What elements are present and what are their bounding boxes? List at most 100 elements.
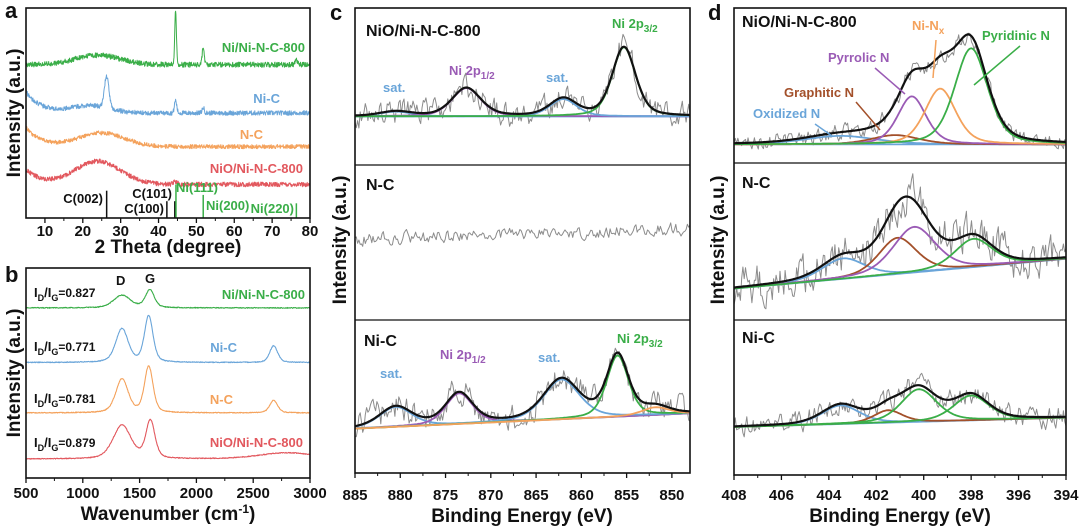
- fit-envelope-line: [734, 33, 1066, 145]
- id-ig-ratio-label: ID/IG=0.771: [34, 339, 96, 357]
- x-tick-label: 850: [659, 487, 684, 504]
- x-tick-label: 70: [264, 223, 281, 240]
- peak-label-sat: sat.: [546, 70, 568, 85]
- series-label: Ni/Ni-N-C-800: [222, 287, 305, 302]
- subplot-title: N-C: [366, 177, 395, 194]
- x-tick-label: 865: [524, 487, 549, 504]
- peak-label-ni-nx: Ni-Nx: [912, 18, 945, 37]
- y-axis-title-d: Intensity (a.u.): [708, 176, 729, 305]
- x-tick-label: 880: [388, 487, 413, 504]
- xrd-series-line: [25, 74, 311, 116]
- x-tick-label: 394: [1053, 487, 1079, 504]
- series-label: NiO/Ni-N-C-800: [210, 161, 303, 176]
- arrow-graphitic: [855, 101, 881, 131]
- fit-envelope-line: [354, 351, 690, 428]
- x-tick-label: 20: [74, 223, 91, 240]
- raw-spectrum-line: [354, 347, 691, 438]
- reference-label: Ni(220): [251, 201, 294, 216]
- y-axis-title-a: Intensity (a.u.): [4, 49, 25, 178]
- fit-envelope-line: [354, 45, 691, 117]
- peak-label-ni2p12: Ni 2p1/2: [449, 63, 495, 82]
- x-tick-label: 50: [188, 223, 205, 240]
- id-ig-ratio-label: ID/IG=0.879: [34, 435, 96, 453]
- reference-label: Ni(200): [206, 198, 249, 213]
- subplot-title: Ni-C: [742, 330, 775, 347]
- plot-frame: [25, 7, 311, 219]
- raman-series-line: [25, 418, 311, 460]
- plot-curves: [25, 10, 1067, 460]
- reference-label: C(101): [132, 186, 172, 201]
- subplot-title: NiO/Ni-N-C-800: [366, 23, 481, 40]
- x-tick-label: 40: [150, 223, 167, 240]
- id-ig-ratio-label: ID/IG=0.827: [34, 285, 96, 303]
- series-label: N-C: [210, 392, 234, 407]
- x-tick-label: 875: [433, 487, 458, 504]
- band-label-g: G: [145, 271, 155, 286]
- x-axis-title-c: Binding Energy (eV): [431, 506, 613, 527]
- peak-label-pyrrolic: Pyrrolic N: [828, 50, 889, 65]
- x-tick-label: 885: [342, 487, 367, 504]
- subplot-title: NiO/Ni-N-C-800: [742, 14, 857, 31]
- reference-label: C(002): [63, 191, 103, 206]
- raw-spectrum-line: [354, 222, 691, 247]
- series-label: N-C: [240, 127, 264, 142]
- plot-frames: 10 20 30 40 50 60 70 80 500 1000 1500 2000 2500 3000 8…: [13, 7, 1079, 504]
- series-label: Ni-C: [253, 91, 280, 106]
- fit-component-line: [733, 237, 1067, 290]
- raman-series-line: [25, 288, 311, 309]
- x-tick-label: 3000: [293, 485, 326, 502]
- peak-label-ni2p32: Ni 2p3/2: [612, 16, 658, 35]
- x-tick-label: 400: [911, 487, 936, 504]
- peak-label-ni2p32: Ni 2p3/2: [617, 331, 663, 350]
- peak-label-sat: sat.: [383, 80, 405, 95]
- x-tick-label: 398: [959, 487, 984, 504]
- panel-letter-b: b: [5, 262, 18, 287]
- x-tick-label: 870: [478, 487, 503, 504]
- x-tick-label: 404: [816, 487, 842, 504]
- xrd-series-line: [25, 10, 311, 68]
- x-tick-label: 402: [864, 487, 889, 504]
- annotation-arrows: [814, 39, 1021, 137]
- plot-frame: [354, 7, 691, 474]
- x-tick-label: 60: [226, 223, 243, 240]
- subplot-title: N-C: [742, 175, 771, 192]
- peak-label-sat: sat.: [538, 350, 560, 365]
- x-axis-title-b: Wavenumber (cm-1): [81, 502, 256, 525]
- arrow-pyrrolic: [874, 67, 906, 95]
- x-tick-label: 500: [13, 485, 38, 502]
- x-tick-label: 2000: [180, 485, 213, 502]
- peak-label-ni2p12: Ni 2p1/2: [440, 347, 486, 366]
- subplot-title: Ni-C: [364, 333, 397, 350]
- series-label: Ni/Ni-N-C-800: [222, 40, 305, 55]
- xrd-series-line: [25, 158, 311, 188]
- x-tick-label: 1500: [123, 485, 156, 502]
- arrow-ni-nx: [932, 39, 937, 79]
- x-tick-label: 80: [302, 223, 319, 240]
- band-label-d: D: [116, 273, 125, 288]
- raw-spectrum-line: [733, 173, 1067, 310]
- x-tick-label: 30: [112, 223, 129, 240]
- reference-label: Ni(111): [176, 180, 218, 195]
- xrd-series-line: [25, 125, 311, 150]
- raw-spectrum-line: [733, 32, 1067, 150]
- fit-envelope-line: [734, 384, 1066, 428]
- x-axis-title-d: Binding Energy (eV): [809, 506, 991, 527]
- arrow-pyridinic: [973, 45, 1021, 86]
- x-tick-label: 408: [721, 487, 746, 504]
- x-tick-label: 2500: [237, 485, 270, 502]
- fit-component-line: [354, 354, 690, 430]
- raman-series-line: [25, 365, 311, 414]
- x-tick-label: 855: [614, 487, 639, 504]
- x-tick-label: 860: [569, 487, 594, 504]
- x-tick-label: 406: [769, 487, 794, 504]
- series-label: Ni-C: [210, 340, 237, 355]
- fit-component-line: [354, 406, 690, 430]
- fit-component-line: [734, 47, 1066, 145]
- panel-letter-d: d: [708, 0, 721, 25]
- arrow-oxidized: [814, 123, 833, 137]
- x-tick-label: 396: [1006, 487, 1031, 504]
- peak-label-graphitic: Graphitic N: [784, 85, 854, 100]
- peak-label-oxidized: Oxidized N: [753, 106, 820, 121]
- panel-letter-c: c: [330, 0, 342, 25]
